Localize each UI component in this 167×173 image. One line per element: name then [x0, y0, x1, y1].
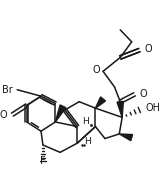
Text: H: H: [82, 117, 89, 126]
Polygon shape: [55, 105, 66, 122]
Text: O: O: [0, 110, 8, 120]
Text: OH: OH: [146, 103, 161, 113]
Text: O: O: [139, 89, 147, 99]
Text: H: H: [84, 137, 90, 146]
Polygon shape: [119, 134, 133, 141]
Text: O: O: [92, 65, 100, 75]
Text: Br: Br: [3, 85, 13, 95]
Text: O: O: [144, 44, 152, 54]
Polygon shape: [117, 101, 123, 117]
Text: F: F: [40, 156, 46, 166]
Polygon shape: [95, 97, 106, 108]
